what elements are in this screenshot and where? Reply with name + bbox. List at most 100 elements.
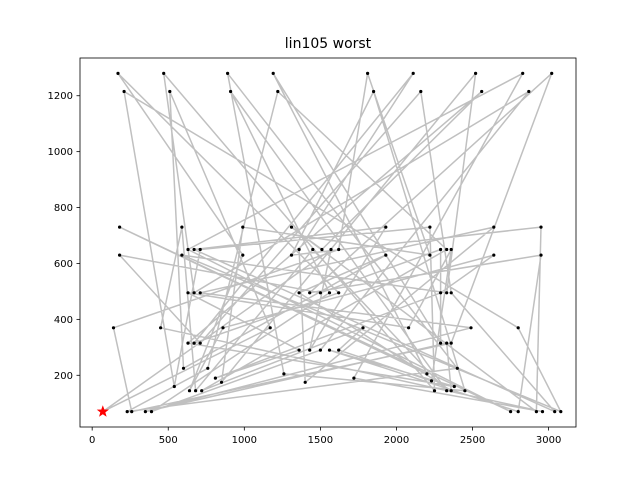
city-point (469, 326, 473, 330)
city-point (221, 326, 225, 330)
city-point (327, 348, 332, 352)
city-point (327, 291, 332, 295)
city-point (192, 247, 196, 252)
city-point (337, 348, 341, 352)
city-point (168, 89, 172, 94)
city-point (550, 71, 554, 75)
city-point (439, 341, 443, 345)
city-point (516, 326, 520, 330)
city-point (527, 89, 531, 94)
y-tick-label: 200 (54, 371, 73, 382)
city-point (366, 71, 370, 75)
city-point (492, 225, 496, 229)
city-point (439, 291, 443, 295)
city-point (318, 291, 322, 295)
city-point (521, 71, 525, 75)
city-point (198, 341, 202, 345)
city-point (271, 71, 275, 75)
city-point (428, 253, 432, 257)
city-point (297, 247, 301, 252)
city-point (192, 291, 196, 295)
city-point (539, 225, 543, 229)
city-point (449, 341, 453, 345)
city-point (539, 253, 543, 257)
city-point (172, 384, 176, 389)
city-point (276, 89, 280, 94)
city-point (297, 348, 301, 352)
city-point (311, 247, 315, 252)
chart-title: lin105 worst (285, 36, 372, 52)
city-point (449, 389, 453, 393)
city-point (198, 291, 202, 295)
x-tick-label: 2500 (460, 435, 485, 446)
city-point (206, 366, 210, 370)
city-point (241, 225, 245, 229)
start-marker (96, 405, 109, 417)
y-tick-label: 1200 (48, 91, 73, 102)
city-point (445, 341, 449, 345)
city-point (318, 348, 322, 352)
city-point (428, 225, 432, 229)
city-point (186, 341, 190, 345)
city-point (187, 389, 192, 393)
city-point (186, 291, 190, 295)
city-point (180, 253, 184, 257)
city-point (474, 71, 478, 75)
city-point (181, 366, 186, 370)
city-point (516, 410, 520, 414)
city-point (337, 247, 341, 252)
city-point (540, 410, 545, 414)
city-point (384, 225, 388, 229)
city-point (192, 341, 196, 345)
city-point (268, 326, 272, 330)
x-tick-label: 1000 (232, 435, 257, 446)
city-point (372, 89, 376, 94)
x-tick-label: 500 (159, 435, 178, 446)
city-point (407, 326, 411, 330)
city-point (439, 247, 443, 252)
city-point (289, 225, 294, 229)
city-point (219, 380, 224, 384)
city-point (122, 89, 126, 94)
city-point (534, 410, 539, 414)
city-point (449, 247, 453, 252)
y-tick-label: 400 (54, 315, 73, 326)
y-tick-label: 800 (54, 203, 73, 214)
city-point (125, 410, 129, 414)
city-point (449, 291, 453, 295)
city-point (445, 389, 449, 393)
city-point (226, 71, 230, 75)
city-point (229, 89, 233, 94)
city-point (111, 326, 116, 330)
x-axis: 0 500 1000 1500 2000 2500 3000 (89, 427, 561, 446)
city-point (429, 379, 434, 383)
city-point (200, 389, 204, 393)
city-point (282, 372, 286, 376)
city-point (329, 247, 333, 252)
city-point (452, 384, 456, 389)
plot-frame (79, 57, 577, 428)
city-point (445, 291, 449, 295)
city-point (455, 366, 459, 370)
city-point (320, 247, 324, 252)
city-point (361, 326, 365, 330)
start-layer (96, 405, 109, 417)
city-point (149, 410, 154, 414)
route-line (102, 72, 562, 413)
city-point (308, 291, 312, 295)
route-layer (102, 72, 562, 413)
x-tick-label: 3000 (536, 435, 561, 446)
city-point (308, 348, 312, 352)
city-point (116, 71, 120, 75)
city-point (419, 89, 423, 94)
city-point (180, 225, 184, 229)
city-point (463, 389, 467, 393)
city-point (130, 410, 134, 414)
city-point (352, 376, 356, 380)
city-point (297, 291, 301, 295)
city-point (118, 253, 122, 257)
city-point (384, 253, 388, 257)
city-point (559, 410, 563, 414)
